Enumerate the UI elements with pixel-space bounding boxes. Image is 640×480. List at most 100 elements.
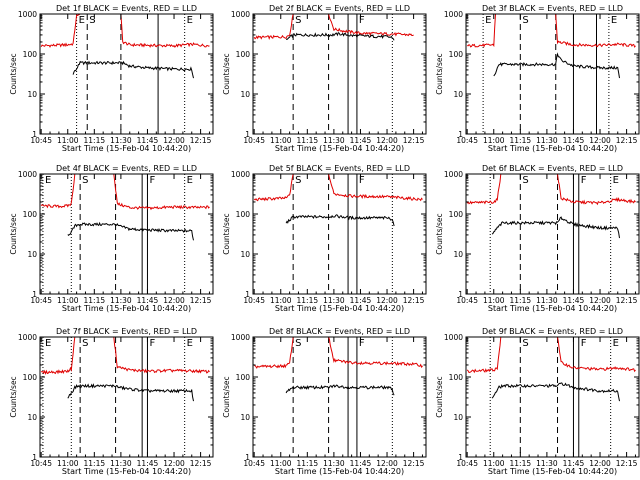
event-marker-label: E xyxy=(187,338,193,349)
x-axis-label: Start Time (15-Feb-04 10:44:20) xyxy=(488,467,617,476)
x-tick-label: 11:00 xyxy=(57,136,79,145)
event-marker-label: F xyxy=(359,175,365,186)
events-series-line xyxy=(285,214,395,227)
x-axis-label: Start Time (15-Feb-04 10:44:20) xyxy=(62,467,191,476)
event-marker-label: E xyxy=(45,338,51,349)
x-tick-label: 11:45 xyxy=(350,459,372,468)
x-tick-label: 10:45 xyxy=(30,296,52,305)
event-marker-label: F xyxy=(149,338,155,349)
x-tick-label: 10:45 xyxy=(243,296,265,305)
events-series-line xyxy=(285,384,395,396)
y-tick-label: 100 xyxy=(236,210,251,219)
x-axis-label: Start Time (15-Feb-04 10:44:20) xyxy=(488,144,617,153)
lld-series-line xyxy=(254,337,423,369)
x-tick-label: 11:15 xyxy=(510,459,532,468)
event-marker-label: S xyxy=(82,338,88,349)
y-axis-label: Counts/sec xyxy=(9,376,18,417)
x-tick-label: 12:15 xyxy=(190,459,212,468)
x-tick-label: 12:15 xyxy=(190,296,212,305)
y-tick-label: 1 xyxy=(458,130,463,139)
y-tick-label: 10 xyxy=(453,250,463,259)
y-axis-label: Counts/sec xyxy=(222,213,231,254)
y-tick-label: 1 xyxy=(32,453,37,462)
y-tick-label: 10 xyxy=(240,90,250,99)
event-marker-label: E xyxy=(613,175,619,186)
y-tick-label: 10 xyxy=(453,413,463,422)
plot-frame xyxy=(465,13,640,135)
event-marker-label: E xyxy=(187,15,193,26)
lld-series-line xyxy=(466,337,636,374)
x-tick-label: 11:00 xyxy=(57,459,79,468)
x-tick-label: 10:45 xyxy=(243,136,265,145)
x-tick-label: 11:00 xyxy=(57,296,79,305)
events-series-line xyxy=(72,60,194,79)
y-tick-label: 1 xyxy=(245,290,250,299)
x-tick-label: 12:00 xyxy=(376,296,398,305)
event-marker-label: S xyxy=(82,175,88,186)
y-axis-label: Counts/sec xyxy=(435,213,444,254)
event-marker-label: S xyxy=(89,15,95,26)
panel-title: Det 2f BLACK = Events, RED = LLD xyxy=(269,4,410,13)
detector-panel: Det 3f BLACK = Events, RED = LLD E S E 1 10 10… xyxy=(435,4,640,153)
x-tick-label: 11:00 xyxy=(483,296,505,305)
x-axis-label: Start Time (15-Feb-04 10:44:20) xyxy=(275,144,404,153)
y-axis-label: Counts/sec xyxy=(435,376,444,417)
y-axis-label: Counts/sec xyxy=(435,53,444,94)
panel-title: Det 7f BLACK = Events, RED = LLD xyxy=(56,327,197,336)
event-marker-label: S xyxy=(295,15,301,26)
x-tick-label: 11:30 xyxy=(323,296,345,305)
x-tick-label: 11:00 xyxy=(483,136,505,145)
x-tick-label: 12:00 xyxy=(163,136,185,145)
event-marker-label: S xyxy=(522,15,528,26)
event-marker-label: S xyxy=(522,175,528,186)
x-tick-label: 12:15 xyxy=(616,459,638,468)
y-tick-label: 1000 xyxy=(444,10,463,19)
x-axis-label: Start Time (15-Feb-04 10:44:20) xyxy=(62,304,191,313)
plot-frame xyxy=(465,173,640,295)
x-tick-label: 11:15 xyxy=(297,459,319,468)
x-tick-label: 11:45 xyxy=(350,296,372,305)
events-series-line xyxy=(67,221,194,241)
x-axis-label: Start Time (15-Feb-04 10:44:20) xyxy=(62,144,191,153)
x-tick-label: 11:45 xyxy=(563,296,585,305)
plot-frame xyxy=(252,336,427,458)
panel-title: Det 6f BLACK = Events, RED = LLD xyxy=(482,164,623,173)
y-tick-label: 1000 xyxy=(231,10,250,19)
x-tick-label: 11:15 xyxy=(84,136,106,145)
x-tick-label: 11:15 xyxy=(297,296,319,305)
x-tick-label: 11:15 xyxy=(510,296,532,305)
x-tick-label: 12:15 xyxy=(403,136,425,145)
event-marker-label: E xyxy=(45,175,51,186)
y-tick-label: 1 xyxy=(458,453,463,462)
y-tick-label: 1000 xyxy=(444,333,463,342)
event-marker-label: F xyxy=(581,175,587,186)
detector-panel: Det 7f BLACK = Events, RED = LLD E S F E 1 10 1… xyxy=(9,327,214,476)
events-series-line xyxy=(285,31,395,41)
y-axis-label: Counts/sec xyxy=(9,53,18,94)
event-marker-label: S xyxy=(295,175,301,186)
y-tick-label: 1 xyxy=(458,290,463,299)
lld-series-line xyxy=(253,174,423,202)
plot-frame xyxy=(252,13,427,135)
plot-frame xyxy=(39,173,214,295)
y-tick-label: 100 xyxy=(23,373,38,382)
x-tick-label: 11:45 xyxy=(350,136,372,145)
event-marker-label: E xyxy=(79,15,85,26)
events-series-line xyxy=(67,383,194,402)
x-tick-label: 11:15 xyxy=(84,296,106,305)
x-tick-label: 11:30 xyxy=(536,296,558,305)
x-tick-label: 12:00 xyxy=(589,296,611,305)
x-tick-label: 11:15 xyxy=(297,136,319,145)
plot-frame xyxy=(252,173,427,295)
x-tick-label: 10:45 xyxy=(30,136,52,145)
y-tick-label: 100 xyxy=(449,373,464,382)
x-tick-label: 11:30 xyxy=(110,136,132,145)
x-tick-label: 11:00 xyxy=(270,136,292,145)
event-marker-label: E xyxy=(611,15,617,26)
y-tick-label: 1 xyxy=(32,130,37,139)
y-tick-label: 10 xyxy=(453,90,463,99)
detector-panel: Det 6f BLACK = Events, RED = LLD S F E 1 10 10… xyxy=(435,164,640,313)
events-series-line xyxy=(491,382,620,402)
x-tick-label: 11:45 xyxy=(563,459,585,468)
